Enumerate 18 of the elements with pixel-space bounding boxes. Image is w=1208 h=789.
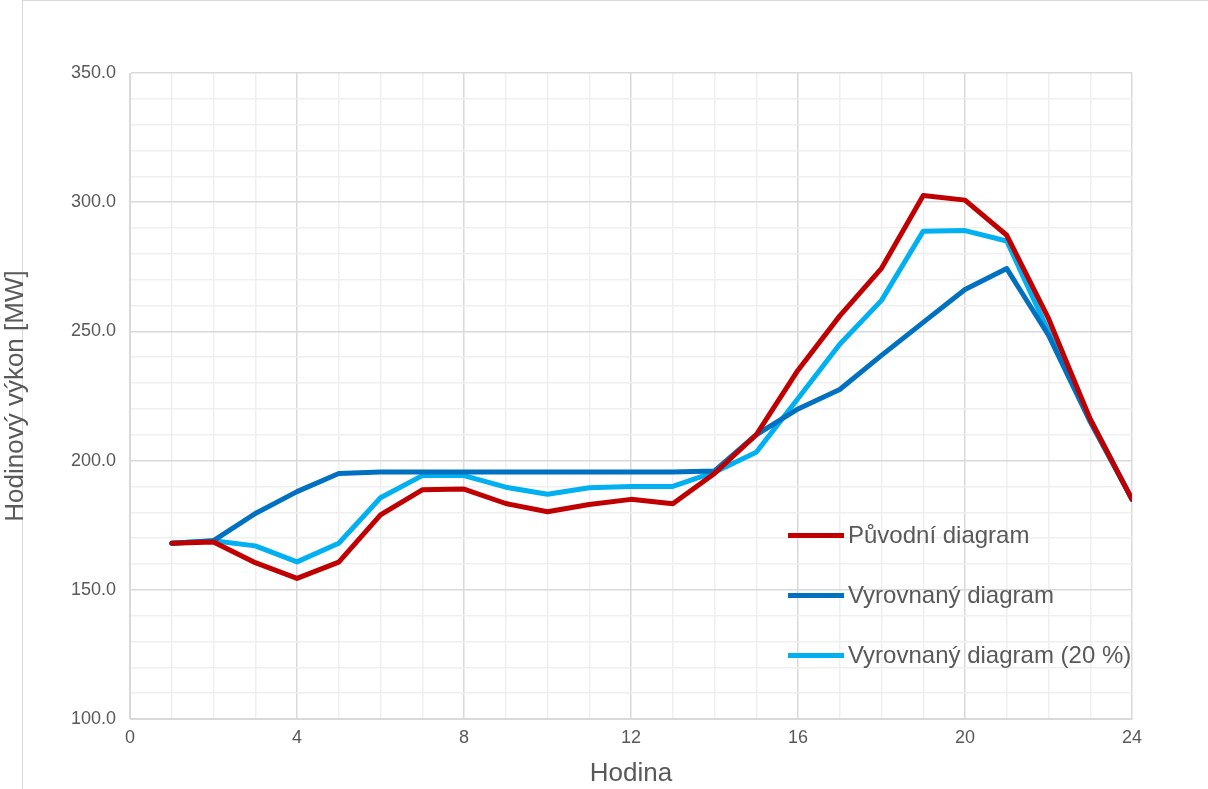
x-tick-label: 8: [458, 726, 470, 747]
y-tick-label: 100.0: [70, 707, 116, 728]
y-tick-label: 250.0: [70, 320, 116, 341]
legend-label: Vyrovnaný diagram (20 %): [848, 641, 1132, 669]
y-tick-label: 200.0: [70, 449, 116, 470]
legend-label: Vyrovnaný diagram: [848, 581, 1054, 609]
y-tick-label: 350.0: [70, 61, 116, 82]
y-tick-label: 150.0: [70, 578, 116, 599]
y-axis-title: Hodinový výkon [MW]: [0, 270, 29, 522]
x-axis-title: Hodina: [589, 756, 673, 787]
x-tick-label: 12: [620, 726, 642, 747]
legend-label: Původní diagram: [848, 521, 1030, 549]
x-tick-label: 0: [124, 726, 136, 747]
x-tick-label: 16: [787, 726, 809, 747]
x-tick-label: 4: [291, 726, 303, 747]
x-tick-label: 20: [954, 726, 976, 747]
x-tick-label: 24: [1121, 726, 1143, 747]
y-tick-label: 300.0: [70, 191, 116, 212]
